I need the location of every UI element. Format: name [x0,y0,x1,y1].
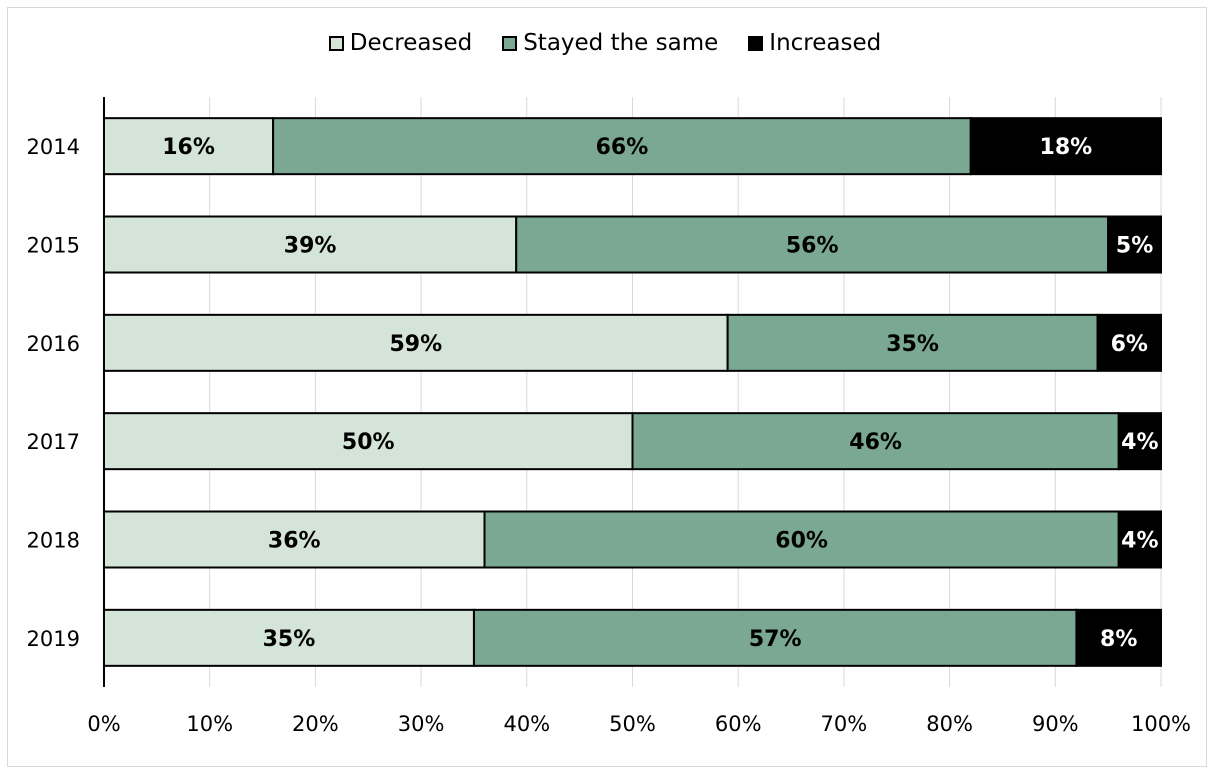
bar-segment [103,608,475,667]
data-label: 50% [342,430,395,455]
x-tick-label: 50% [609,712,656,736]
data-label: 56% [786,234,839,259]
x-tick-label: 30% [398,712,445,736]
data-label: 39% [284,234,337,259]
data-label: 57% [749,627,802,652]
legend-label-stayed-the-same: Stayed the same [523,30,719,56]
x-tick-label: 60% [715,712,762,736]
data-label: 4% [1121,430,1158,455]
bar-segment [103,313,729,372]
legend-swatch-decreased [328,35,344,51]
y-tick-label: 2017 [27,430,80,454]
plot-area: 0% 10% 20% 30% 40% 50% 60% 70% 80% 90% 100% 16% 66% 1… [27,97,1191,736]
data-label: 16% [162,135,215,160]
data-label: 18% [1040,135,1093,160]
legend-swatch-stayed-the-same [502,35,518,51]
legend-label-increased: Increased [769,30,882,56]
legend-item-increased: Increased [748,30,881,56]
x-tick-label: 40% [503,712,550,736]
legend-item-decreased: Decreased [328,30,473,56]
legend-item-stayed-the-same: Stayed the same [502,30,718,56]
data-label: 5% [1116,234,1153,259]
bar-segment [631,412,1120,471]
bar-segment [103,510,486,569]
bar-segment [103,412,634,471]
x-tick-label: 100% [1131,712,1191,736]
chart-root: Decreased Stayed the same Increased 0% 10… [0,7,1210,767]
y-tick-label: 2019 [27,627,80,651]
bar-segment [103,117,275,176]
y-tick-label: 2016 [27,332,80,356]
bar-segment [1096,313,1162,372]
bar-segment [272,117,972,176]
bar-segment [483,510,1120,569]
data-label: 35% [886,332,939,357]
data-label: 35% [263,627,316,652]
data-label: 8% [1100,627,1137,652]
bar-segment [1117,412,1162,471]
data-label: 66% [596,135,649,160]
y-tick-label: 2018 [27,529,80,553]
x-tick-label: 70% [821,712,868,736]
bar-segment [1107,215,1163,274]
bar-segment [1075,608,1162,667]
x-tick-label: 20% [292,712,339,736]
bar-segment [472,608,1078,667]
x-tick-label: 90% [1032,712,1079,736]
legend-swatch-increased [748,35,764,51]
data-label: 60% [775,529,828,554]
x-tick-label: 0% [87,712,120,736]
data-label: 4% [1121,529,1158,554]
legend-label-decreased: Decreased [349,30,473,56]
x-tick-label: 10% [186,712,233,736]
data-label: 46% [849,430,902,455]
data-label: 6% [1111,332,1148,357]
y-tick-label: 2014 [27,135,80,159]
x-tick-label: 80% [926,712,973,736]
bar-segment [969,117,1162,176]
y-tick-label: 2015 [27,234,80,258]
legend: Decreased Stayed the same Increased [0,30,1210,56]
bar-segment [1117,510,1162,569]
bar-segment [515,215,1110,274]
data-label: 36% [268,529,321,554]
data-label: 59% [389,332,442,357]
